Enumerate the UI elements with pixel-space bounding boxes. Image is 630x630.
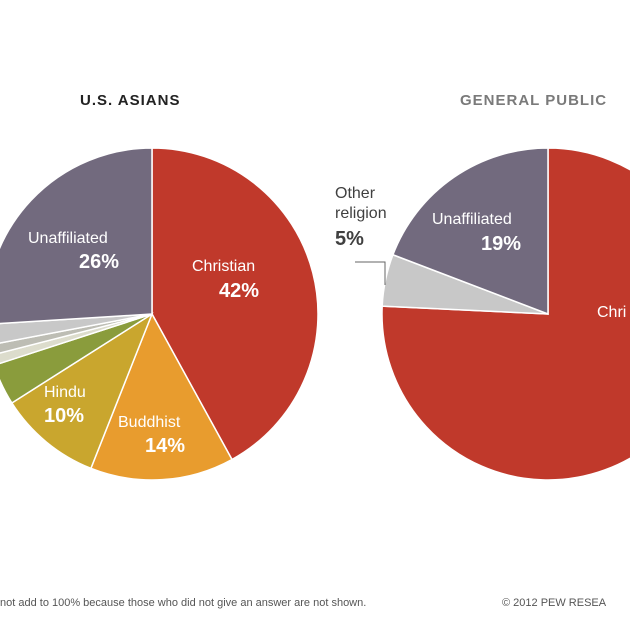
value-public-other: 5% <box>335 228 364 250</box>
value-asians-buddhist: 14% <box>145 435 185 457</box>
value-asians-christian: 42% <box>219 280 259 302</box>
footer-credit: © 2012 PEW RESEA <box>502 597 607 609</box>
label-public-unaffiliated: Unaffiliated <box>432 211 512 228</box>
label-asians-christian: Christian <box>192 258 255 275</box>
value-asians-unaffiliated: 26% <box>79 251 119 273</box>
label-public-other-line2: religion <box>335 205 387 222</box>
asians-slice-3-slice <box>0 313 153 404</box>
label-asians-unaffiliated: Unaffiliated <box>28 230 108 247</box>
public-christian-slice <box>381 147 630 481</box>
label-public-other-line1: Other <box>335 185 376 202</box>
asians-slice-4-slice <box>0 313 153 365</box>
title-general-public: GENERAL PUBLIC <box>460 92 607 109</box>
asians-buddhist-slice <box>89 312 233 481</box>
label-asians-hindu: Hindu <box>44 384 86 401</box>
value-asians-hindu: 10% <box>44 405 84 427</box>
asians-slice-5-slice <box>0 313 153 354</box>
pie-us-asians <box>0 147 319 481</box>
label-public-christian: Chri <box>597 304 626 321</box>
callout-line-public-other <box>355 261 386 285</box>
asians-hindu-slice <box>10 312 154 470</box>
asians-christian-slice <box>151 147 319 461</box>
title-us-asians: U.S. ASIANS <box>80 92 180 109</box>
footer-note: not add to 100% because those who did no… <box>0 597 366 609</box>
value-public-unaffiliated: 19% <box>481 233 521 255</box>
label-asians-buddhist: Buddhist <box>118 414 181 431</box>
pie-general-public <box>381 147 630 481</box>
asians-unaffiliated-slice <box>0 147 153 325</box>
public-unaffiliated-slice <box>391 147 549 316</box>
